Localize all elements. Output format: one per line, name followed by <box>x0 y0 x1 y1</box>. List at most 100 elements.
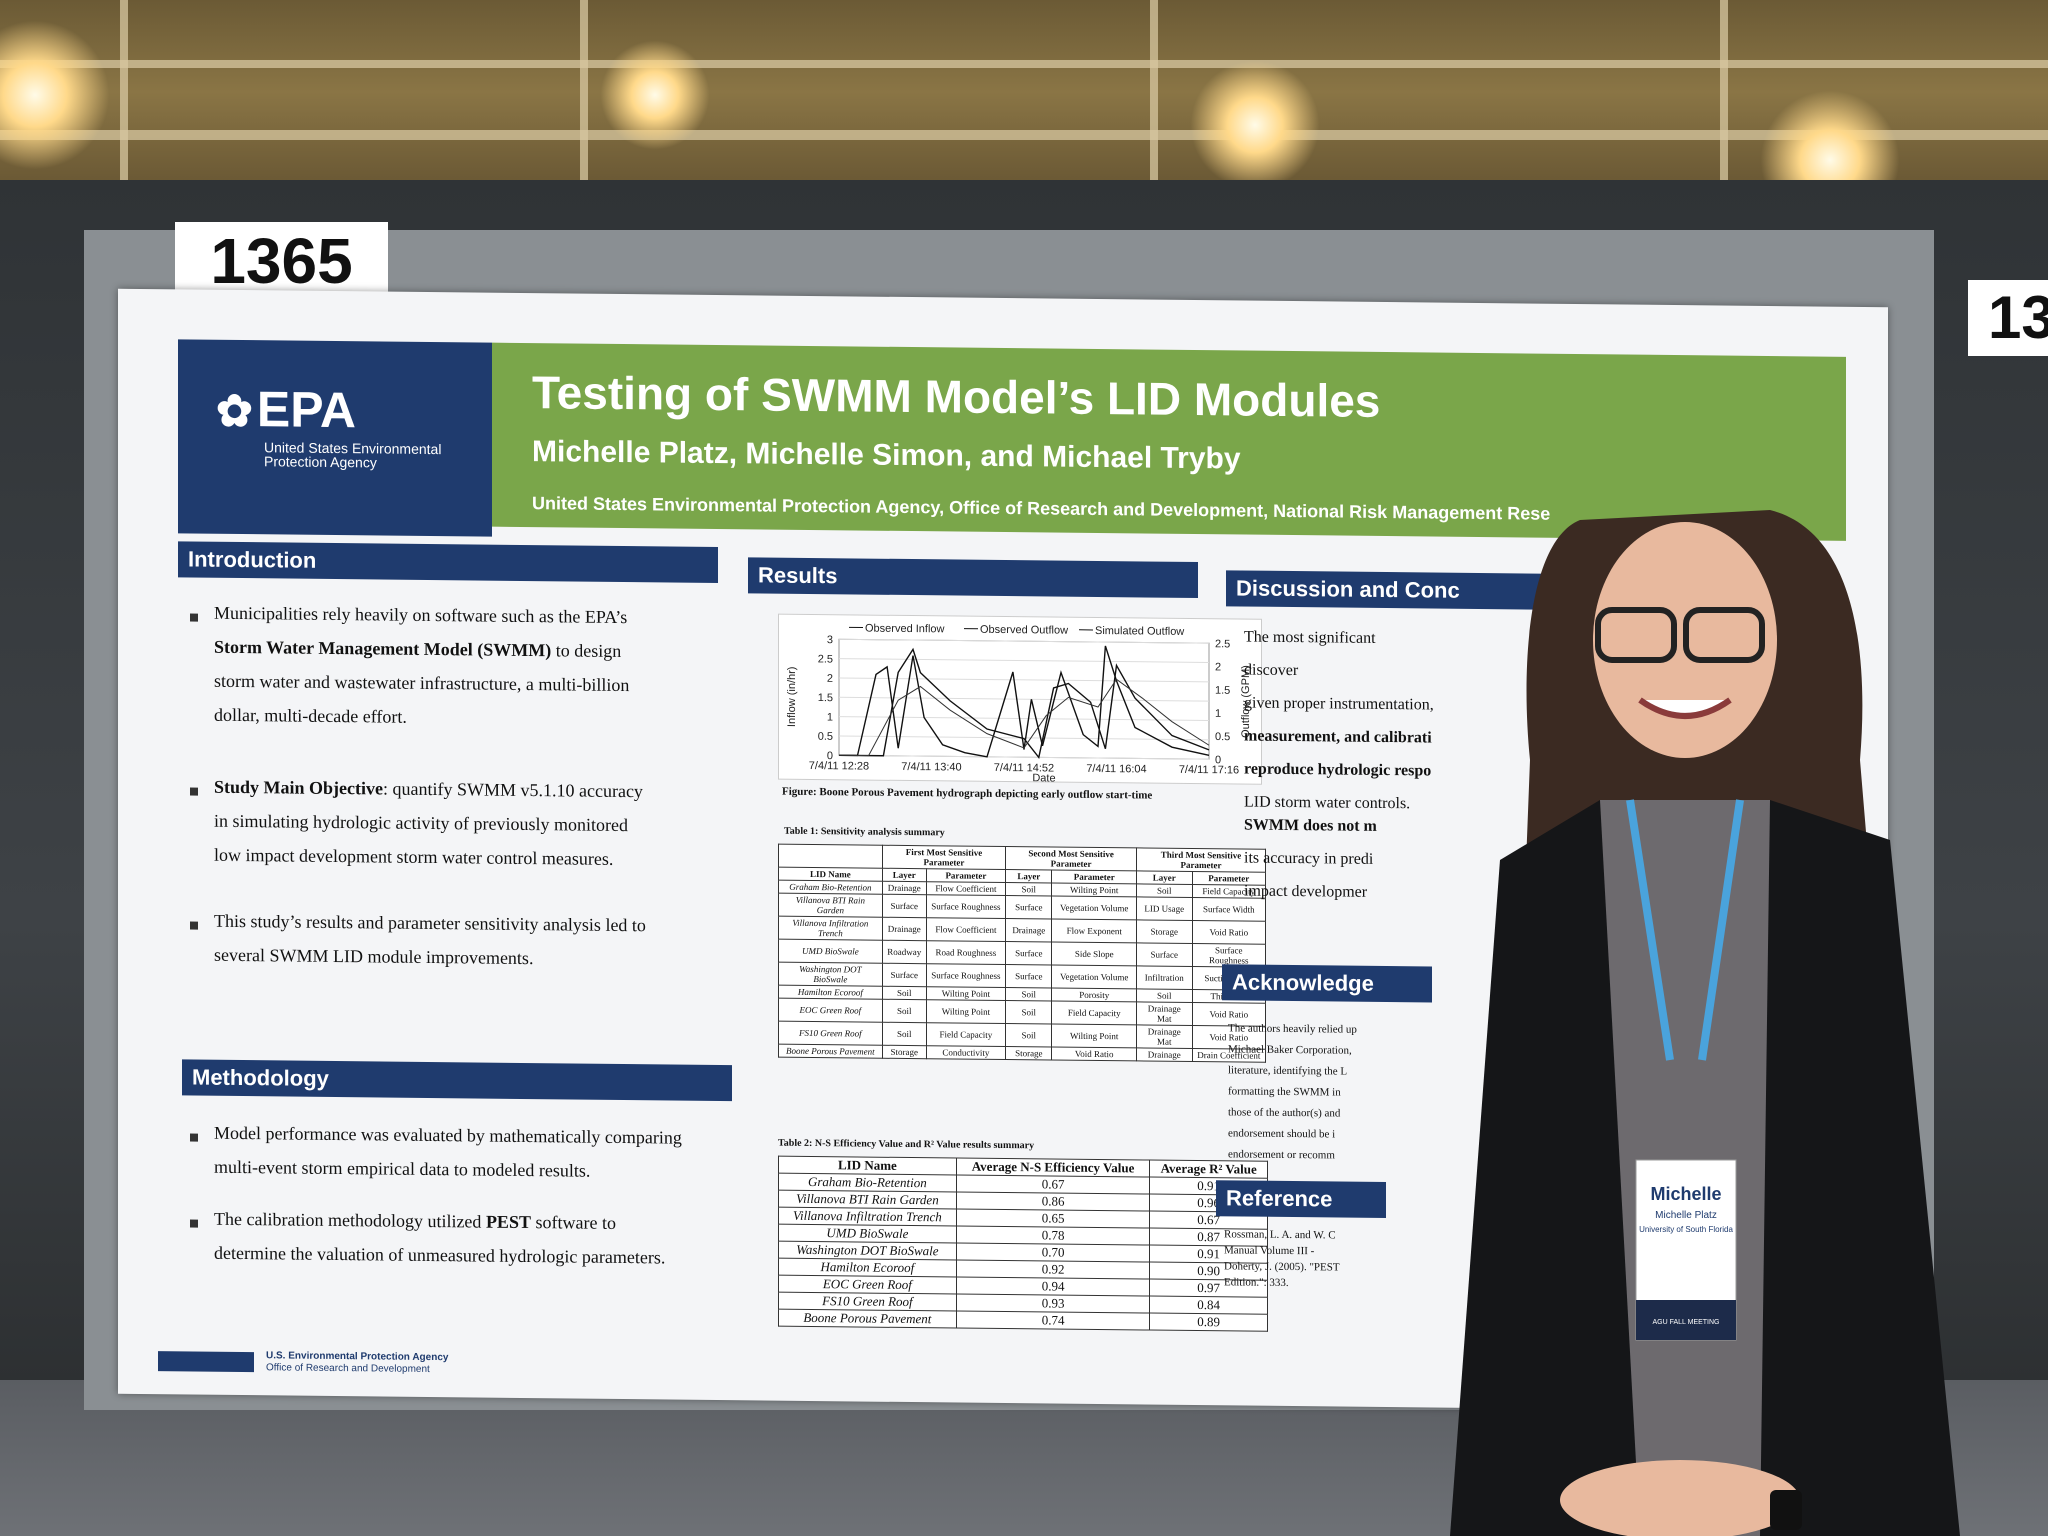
lid-name-cell: Washington DOT BioSwale <box>778 962 883 987</box>
table1-col-header: Layer <box>1136 870 1193 885</box>
introduction-heading: Introduction <box>178 541 718 584</box>
table-cell: Drainage <box>882 881 927 895</box>
table-cell: Drainage <box>882 917 927 941</box>
lid-name-cell: FS10 Green Roof <box>778 1292 957 1312</box>
lid-name-cell: Hamilton Ecoroof <box>778 985 883 1000</box>
x-tick-label: 7/4/11 13:40 <box>901 761 961 774</box>
value-cell: 0.84 <box>1149 1296 1268 1315</box>
table-cell: Road Roughness <box>926 940 1006 965</box>
research-poster: ✿EPA United States Environmental Protect… <box>118 288 1888 1413</box>
table-cell: Soil <box>1005 882 1052 897</box>
table-cell: Void Ratio <box>1051 1047 1137 1061</box>
footer-org: U.S. Environmental Protection Agency Off… <box>266 1350 449 1375</box>
lanyard <box>1626 799 1744 1061</box>
table-cell: Soil <box>1005 1023 1052 1048</box>
value-cell: 0.94 <box>956 1277 1150 1297</box>
lid-name-cell: EOC Green Roof <box>778 1275 957 1295</box>
value-cell: 0.74 <box>956 1311 1150 1331</box>
ack-line: endorsement should be i <box>1228 1127 1336 1141</box>
epa-subtitle: United States Environmental Protection A… <box>264 439 442 471</box>
value-cell: 0.86 <box>956 1192 1150 1212</box>
references-heading: Reference <box>1216 1180 1386 1219</box>
table1-col-header: Parameter <box>926 868 1006 883</box>
y-right-tick-label: 0 <box>1215 754 1221 766</box>
ack-line: literature, identifying the L <box>1228 1064 1348 1078</box>
lid-name-cell: UMD BioSwale <box>778 939 883 964</box>
y-left-tick-label: 1 <box>827 711 833 723</box>
x-tick-label: 7/4/11 14:52 <box>994 762 1054 775</box>
booth-number: 1365 <box>175 222 388 300</box>
epa-logo: ✿EPA <box>216 381 356 439</box>
value-cell: 0.89 <box>1149 1313 1268 1332</box>
bullet <box>190 787 198 796</box>
x-tick-label: 7/4/11 12:28 <box>809 760 869 773</box>
poster-authors: Michelle Platz, Michelle Simon, and Mich… <box>532 435 1241 476</box>
table2-col-header: Average N-S Efficiency Value <box>956 1158 1150 1178</box>
table-cell: Vegetation Volume <box>1051 965 1137 989</box>
acknowledgements-heading: Acknowledge <box>1222 964 1432 1003</box>
table-cell: Flow Exponent <box>1051 919 1137 943</box>
y-left-axis-label: Inflow (in/hr) <box>786 666 798 727</box>
y-left-tick-label: 0 <box>827 750 833 762</box>
y-left-tick-label: 2 <box>827 673 833 685</box>
table-cell: Flow Coefficient <box>926 881 1006 896</box>
y-right-tick-label: 2 <box>1215 661 1221 673</box>
y-right-tick-label: 0.5 <box>1215 731 1230 743</box>
badge-lanyard-text: AGU FALL MEETING <box>1652 1319 1719 1326</box>
table-cell: Surface <box>882 963 927 987</box>
table1-col-header: Parameter <box>1051 870 1137 884</box>
table-cell: Conductivity <box>926 1045 1006 1060</box>
lid-name-cell: Graham Bio-Retention <box>778 880 883 895</box>
table-cell: Void Ratio <box>1192 920 1266 945</box>
wristwatch <box>1770 1490 1802 1530</box>
table-cell: Drainage <box>1136 1047 1193 1062</box>
presenter-person: Michelle Michelle Platz University of So… <box>1450 510 1960 1536</box>
series-line-3 <box>839 678 1210 757</box>
legend-label: Simulated Outflow <box>1095 625 1184 638</box>
hands <box>1560 1460 1800 1536</box>
value-cell: 0.65 <box>956 1209 1150 1229</box>
results-heading: Results <box>748 557 1198 599</box>
table-cell: Drainage Mat <box>1136 1024 1193 1049</box>
y-left-tick-label: 0.5 <box>818 731 833 743</box>
lid-name-cell: FS10 Green Roof <box>778 1021 883 1046</box>
badge-institution: University of South Florida <box>1639 1225 1733 1234</box>
y-right-tick-label: 1 <box>1215 708 1221 720</box>
value-cell: 0.93 <box>956 1294 1150 1314</box>
table-cell: Field Capacity <box>926 1022 1006 1047</box>
y-right-axis-label: Outflow (GPM) <box>1240 665 1252 738</box>
ns-efficiency-table: LID Name Average N-S Efficiency Value Aver… <box>778 1155 1268 1332</box>
table1-col-header: Layer <box>1005 869 1052 884</box>
ack-line: The authors heavily relied up <box>1228 1022 1357 1036</box>
table-cell: Soil <box>882 999 927 1023</box>
y-left-tick-label: 1.5 <box>818 692 833 704</box>
table-cell: Surface Roughness <box>926 963 1006 988</box>
figure-caption: Figure: Boone Porous Pavement hydrograph… <box>782 785 1153 802</box>
lid-name-cell: Washington DOT BioSwale <box>778 1241 957 1261</box>
hydrograph-svg: Observed Inflow Observed Outflow Simulated… <box>786 623 1252 785</box>
ack-line: formatting the SWMM in <box>1228 1085 1341 1099</box>
table-cell: Porosity <box>1051 988 1137 1002</box>
lid-name-cell: Villanova BTI Rain Garden <box>778 1190 957 1210</box>
table2-col-header: LID Name <box>778 1156 957 1176</box>
table-cell: Infiltration <box>1136 965 1193 990</box>
value-cell: 0.70 <box>956 1243 1150 1263</box>
table-cell: Soil <box>882 986 927 1000</box>
glasses-right <box>1683 607 1765 663</box>
table1-col-header: Layer <box>882 868 927 882</box>
poster-title: Testing of SWMM Model’s LID Modules <box>532 366 1381 427</box>
table-cell: Surface <box>882 894 927 918</box>
table1-empty-header <box>778 844 883 869</box>
table-cell: Soil <box>1136 883 1193 898</box>
table-cell: Soil <box>1005 987 1052 1002</box>
bullet <box>190 1133 198 1142</box>
table-cell: Field Capacity <box>1051 1001 1137 1025</box>
value-cell: 0.78 <box>956 1226 1150 1246</box>
lid-name-cell: UMD BioSwale <box>778 1224 957 1244</box>
table-cell: Drainage Mat <box>1136 1001 1193 1026</box>
ref-line: Edition.": 333. <box>1224 1276 1289 1289</box>
table1-group-2: Second Most Sensitive Parameter <box>1005 846 1137 871</box>
legend-label: Observed Outflow <box>980 624 1068 637</box>
epa-logo-box: ✿EPA United States Environmental Protect… <box>178 339 492 537</box>
lid-name-cell: Villanova Infiltration Trench <box>778 1207 957 1227</box>
